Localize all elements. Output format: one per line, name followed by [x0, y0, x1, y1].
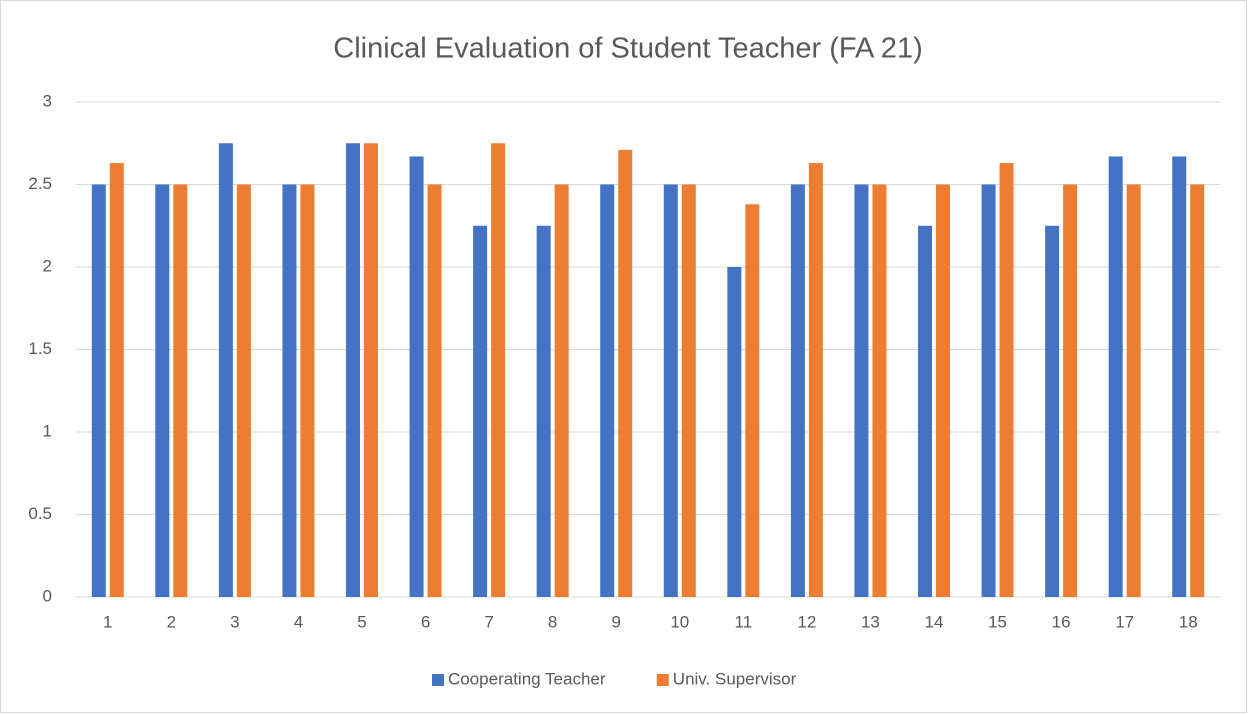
bar: [918, 225, 932, 597]
y-tick-label: 2.5: [28, 174, 52, 193]
chart-title: Clinical Evaluation of Student Teacher (…: [333, 33, 922, 65]
x-tick-label: 12: [797, 612, 816, 631]
x-tick-label: 9: [611, 612, 620, 631]
bar: [1126, 184, 1141, 597]
x-tick-label: 5: [357, 612, 366, 631]
bar: [663, 184, 678, 597]
y-tick-label: 0: [43, 586, 52, 605]
bar: [409, 156, 424, 597]
bar: [808, 163, 823, 598]
bar: [854, 184, 869, 597]
bar: [109, 163, 124, 598]
bar: [536, 225, 551, 597]
bar: [1172, 156, 1187, 597]
bar: [1063, 184, 1078, 597]
legend-label: Univ. Supervisor: [673, 669, 797, 688]
x-tick-label: 16: [1052, 612, 1071, 631]
y-tick-label: 2: [43, 256, 52, 275]
bar: [981, 184, 996, 597]
bar: [681, 184, 696, 597]
x-tick-label: 3: [230, 612, 239, 631]
x-tick-label: 18: [1179, 612, 1198, 631]
bar: [1108, 156, 1123, 597]
bar: [745, 204, 760, 598]
y-tick-label: 0.5: [28, 504, 52, 523]
bar: [236, 184, 251, 597]
bar: [346, 143, 360, 597]
bar: [491, 143, 506, 597]
x-tick-label: 8: [548, 612, 557, 631]
bar: [618, 149, 633, 597]
bar: [218, 143, 233, 597]
x-tick-label: 2: [167, 612, 176, 631]
y-tick-label: 1.5: [28, 339, 52, 358]
legend-swatch: [432, 674, 444, 686]
x-tick-label: 13: [861, 612, 880, 631]
bar: [554, 184, 569, 597]
y-tick-label: 3: [43, 91, 52, 110]
bar: [1190, 184, 1205, 597]
x-tick-label: 17: [1115, 612, 1134, 631]
legend-swatch: [656, 674, 669, 686]
x-tick-label: 4: [294, 612, 303, 631]
bar: [91, 184, 106, 597]
x-tick-label: 1: [103, 612, 112, 631]
x-tick-label: 11: [735, 612, 753, 631]
x-tick-label: 10: [670, 612, 689, 631]
bar: [790, 184, 805, 597]
bar: [936, 184, 950, 597]
bar: [1045, 225, 1060, 597]
y-tick-label: 1: [43, 421, 52, 440]
bar: [727, 267, 742, 597]
bar: [282, 184, 297, 597]
bar: [600, 184, 615, 597]
x-tick-label: 6: [421, 612, 430, 631]
x-tick-label: 7: [484, 612, 493, 631]
bar: [364, 143, 378, 597]
x-tick-label: 14: [925, 612, 944, 631]
legend-label: Cooperating Teacher: [448, 669, 606, 688]
bar: [999, 163, 1014, 598]
bar: [300, 184, 315, 597]
x-tick-label: 15: [988, 612, 1007, 631]
bar: [473, 225, 488, 597]
bar: [173, 184, 188, 597]
bar: [427, 184, 442, 597]
bar: [872, 184, 887, 597]
bar: [155, 184, 170, 597]
